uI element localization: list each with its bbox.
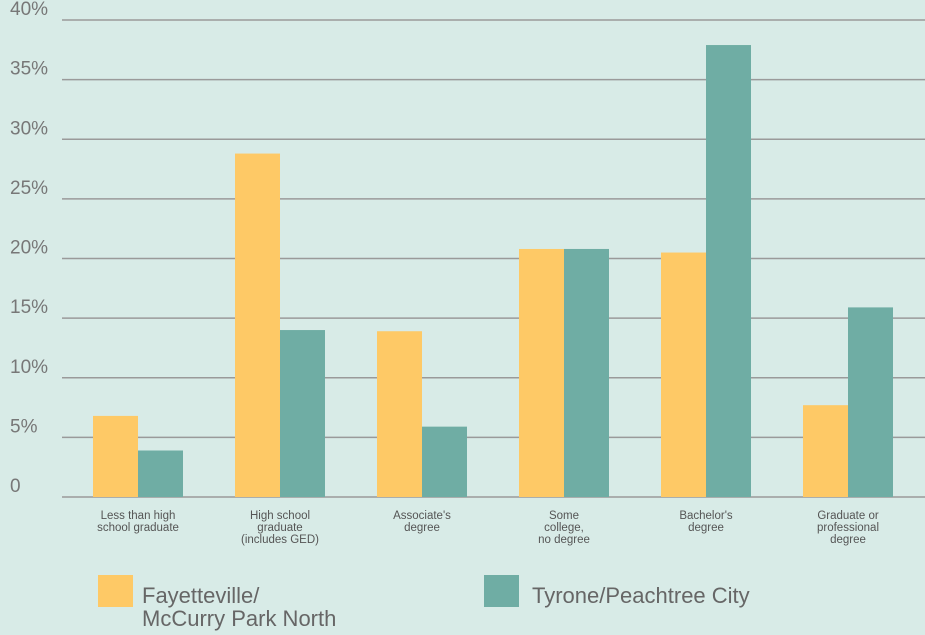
legend-swatch (484, 575, 519, 607)
bar (803, 405, 848, 497)
legend-label: Tyrone/Peachtree City (532, 583, 750, 608)
x-tick-label: Some college, no degree (538, 510, 590, 546)
legend-label-line: Fayetteville/ (142, 583, 260, 608)
x-tick-label-line: college, (544, 522, 584, 534)
x-tick-label-line: Bachelor's (679, 510, 733, 522)
x-tick-label-line: school graduate (97, 522, 179, 534)
x-tick-label-line: (includes GED) (241, 534, 319, 546)
bar (138, 450, 183, 497)
y-tick-label: 25% (10, 178, 48, 199)
x-tick-label-line: degree (830, 534, 866, 546)
bar (706, 45, 751, 497)
bar (661, 252, 706, 497)
y-tick-label: 20% (10, 238, 48, 259)
x-tick-label-line: degree (688, 522, 724, 534)
bar (280, 330, 325, 497)
bar (519, 248, 564, 497)
x-tick-label-line: graduate (257, 522, 302, 534)
y-tick-label: 30% (10, 118, 48, 139)
bar (93, 415, 138, 497)
x-tick-label: High school graduate (includes GED) (241, 510, 319, 546)
x-tick-label: Less than high school graduate (97, 510, 179, 534)
y-tick-label: 15% (10, 297, 48, 318)
legend-label-line: McCurry Park North (142, 606, 336, 631)
legend-label-line: Tyrone/Peachtree City (532, 583, 750, 608)
x-tick-label-line: professional (817, 522, 879, 534)
y-tick-label: 10% (10, 357, 48, 378)
x-tick-label-line: Graduate or (817, 510, 879, 522)
x-tick-label-line: High school (250, 510, 310, 522)
x-tick-label: Bachelor's degree (679, 510, 733, 534)
x-tick-label-line: Less than high (101, 510, 176, 522)
x-tick-label: Associate's degree (393, 510, 451, 534)
x-tick-label-line: degree (404, 522, 440, 534)
x-tick-label-line: Some (549, 510, 579, 522)
x-tick-label: Graduate or professional degree (817, 510, 879, 546)
bar (377, 331, 422, 497)
y-tick-label: 5% (10, 416, 38, 437)
y-tick-label: 35% (10, 59, 48, 80)
bar (848, 307, 893, 497)
y-tick-label: 0 (10, 476, 21, 497)
x-tick-label-line: no degree (538, 534, 590, 546)
x-tick-label-line: Associate's (393, 510, 451, 522)
legend-swatch (98, 575, 133, 607)
bar (235, 153, 280, 497)
bar (422, 426, 467, 497)
bar (564, 248, 609, 497)
y-tick-label: 40% (10, 0, 48, 20)
legend-label: Fayetteville/McCurry Park North (142, 583, 336, 631)
